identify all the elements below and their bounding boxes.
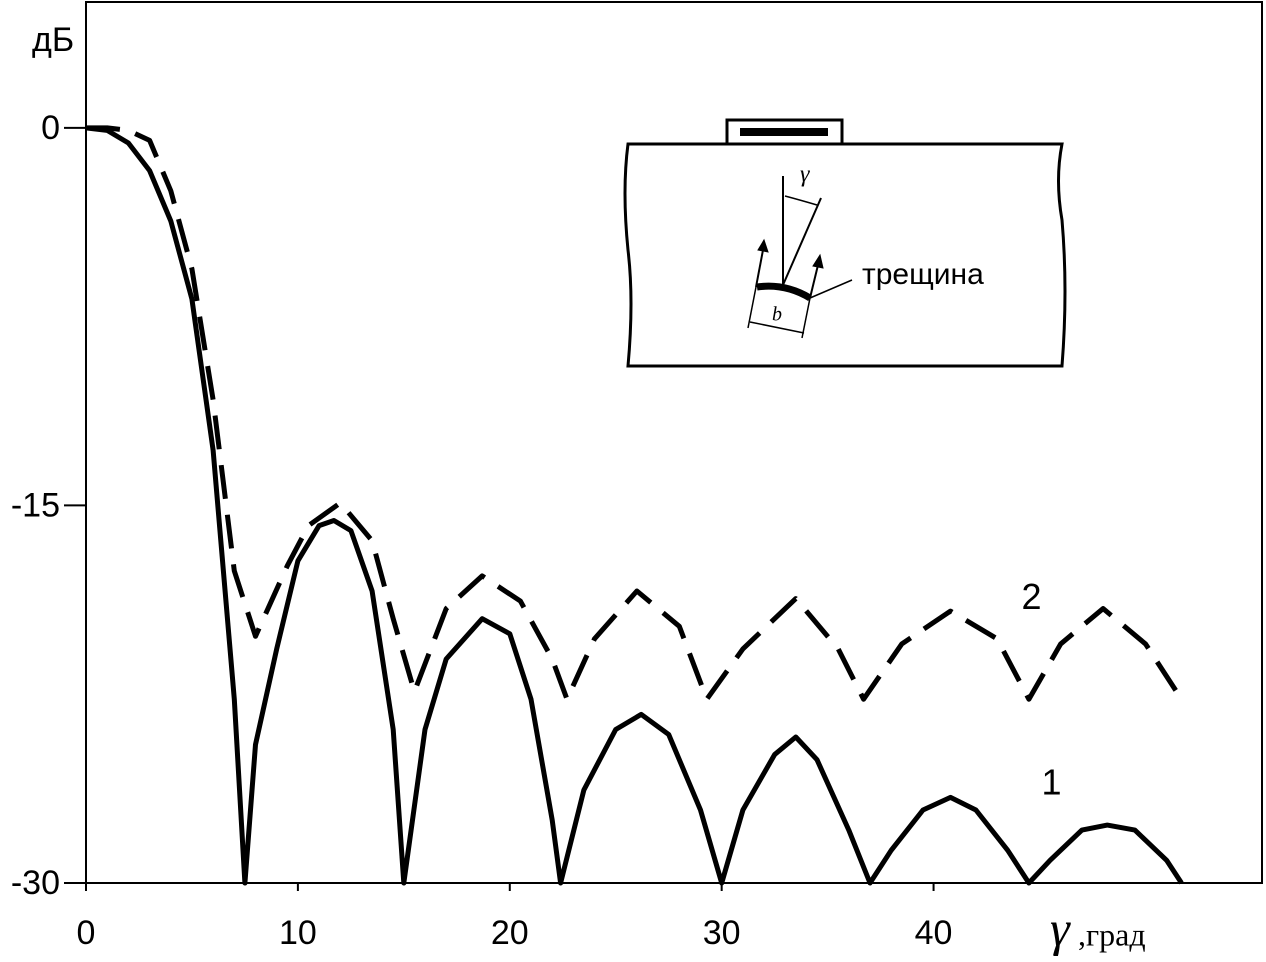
transducer-element [740, 128, 828, 136]
series-line [85, 125, 1184, 886]
y-tick-label: -30 [11, 864, 60, 902]
specimen [623, 142, 1067, 368]
arrow [755, 249, 764, 288]
y-tick-label: -15 [11, 486, 60, 524]
y-axis-label: дБ [32, 21, 74, 59]
arrow [809, 264, 819, 299]
series-label: 2 [1021, 576, 1041, 617]
leader-line [809, 279, 853, 299]
x-tick-label: 40 [915, 914, 953, 952]
y-tick-label: 0 [41, 109, 60, 147]
series-line [86, 125, 1184, 702]
x-tick-label: 20 [491, 914, 529, 952]
crack [756, 282, 812, 302]
angle-label: γ [800, 162, 810, 188]
dimension-line [749, 321, 805, 334]
inset-diagram [623, 118, 1067, 368]
dimension-line [747, 286, 757, 329]
series-label: 1 [1041, 762, 1061, 803]
arrow-head [812, 253, 824, 269]
width-label: b [772, 304, 782, 326]
angle-arc [784, 195, 818, 206]
beam-line [782, 197, 822, 286]
arrow-head [757, 238, 769, 253]
x-axis-symbol: γ [1050, 900, 1071, 956]
x-tick-label: 10 [279, 914, 317, 952]
x-axis-label: ,град [1078, 916, 1146, 952]
crack-label: трещина [862, 258, 984, 291]
x-tick-label: 30 [703, 914, 741, 952]
dimension-line [801, 297, 811, 339]
plot-frame [85, 1, 1263, 884]
x-tick-label: 0 [77, 914, 96, 952]
